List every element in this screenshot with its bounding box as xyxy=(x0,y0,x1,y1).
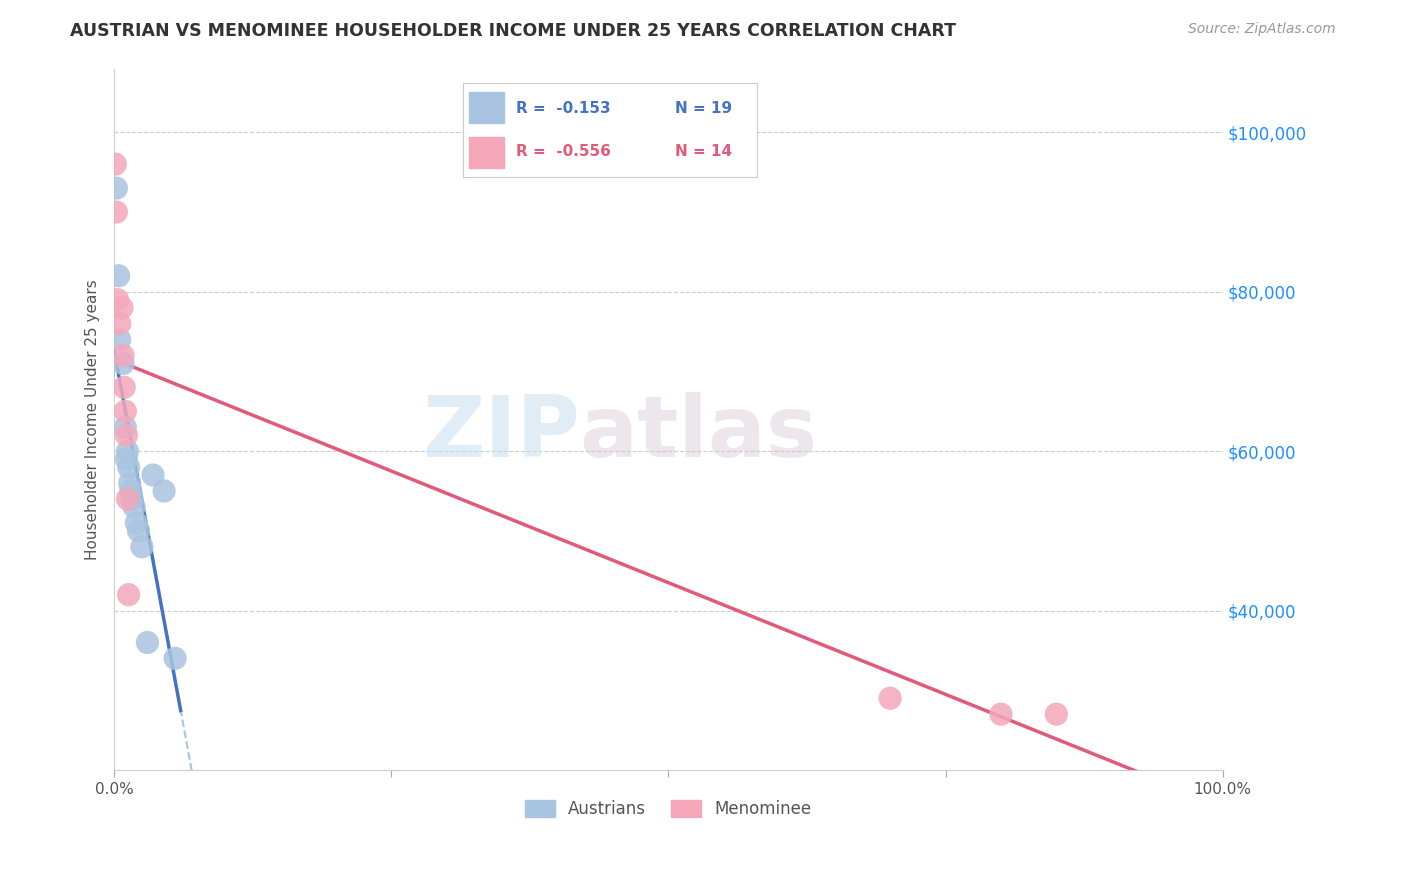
Point xyxy=(117,491,139,506)
Text: ZIP: ZIP xyxy=(422,392,579,475)
Point xyxy=(122,500,145,514)
Point xyxy=(112,356,135,370)
Point xyxy=(131,540,153,554)
Point xyxy=(112,380,135,394)
Point xyxy=(108,333,131,347)
Text: atlas: atlas xyxy=(579,392,818,475)
Point xyxy=(107,293,129,307)
Point xyxy=(118,476,141,491)
Point xyxy=(153,483,176,498)
Point xyxy=(879,691,901,706)
Point xyxy=(117,460,139,475)
Point xyxy=(108,317,131,331)
Point xyxy=(114,404,136,418)
Point xyxy=(105,181,128,195)
Point xyxy=(114,420,136,434)
Point xyxy=(125,516,148,530)
Legend: Austrians, Menominee: Austrians, Menominee xyxy=(519,793,818,825)
Point xyxy=(117,444,139,458)
Point xyxy=(115,428,138,442)
Point xyxy=(165,651,187,665)
Point xyxy=(117,588,139,602)
Text: AUSTRIAN VS MENOMINEE HOUSEHOLDER INCOME UNDER 25 YEARS CORRELATION CHART: AUSTRIAN VS MENOMINEE HOUSEHOLDER INCOME… xyxy=(70,22,956,40)
Point xyxy=(121,491,143,506)
Point xyxy=(104,157,127,171)
Text: Source: ZipAtlas.com: Source: ZipAtlas.com xyxy=(1188,22,1336,37)
Point xyxy=(990,707,1012,722)
Point xyxy=(128,524,150,538)
Y-axis label: Householder Income Under 25 years: Householder Income Under 25 years xyxy=(86,279,100,559)
Point xyxy=(107,268,129,283)
Point xyxy=(136,635,159,649)
Point xyxy=(105,205,128,219)
Point xyxy=(1045,707,1067,722)
Point xyxy=(142,468,165,483)
Point xyxy=(112,349,135,363)
Point xyxy=(111,301,134,315)
Point xyxy=(120,483,142,498)
Point xyxy=(115,452,138,467)
